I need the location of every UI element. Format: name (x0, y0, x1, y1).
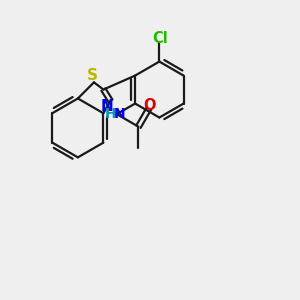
Text: S: S (87, 68, 98, 83)
Text: O: O (143, 98, 156, 113)
Text: H: H (104, 106, 116, 121)
Text: N: N (100, 99, 113, 114)
Text: Cl: Cl (152, 32, 168, 46)
Text: N: N (114, 106, 125, 121)
